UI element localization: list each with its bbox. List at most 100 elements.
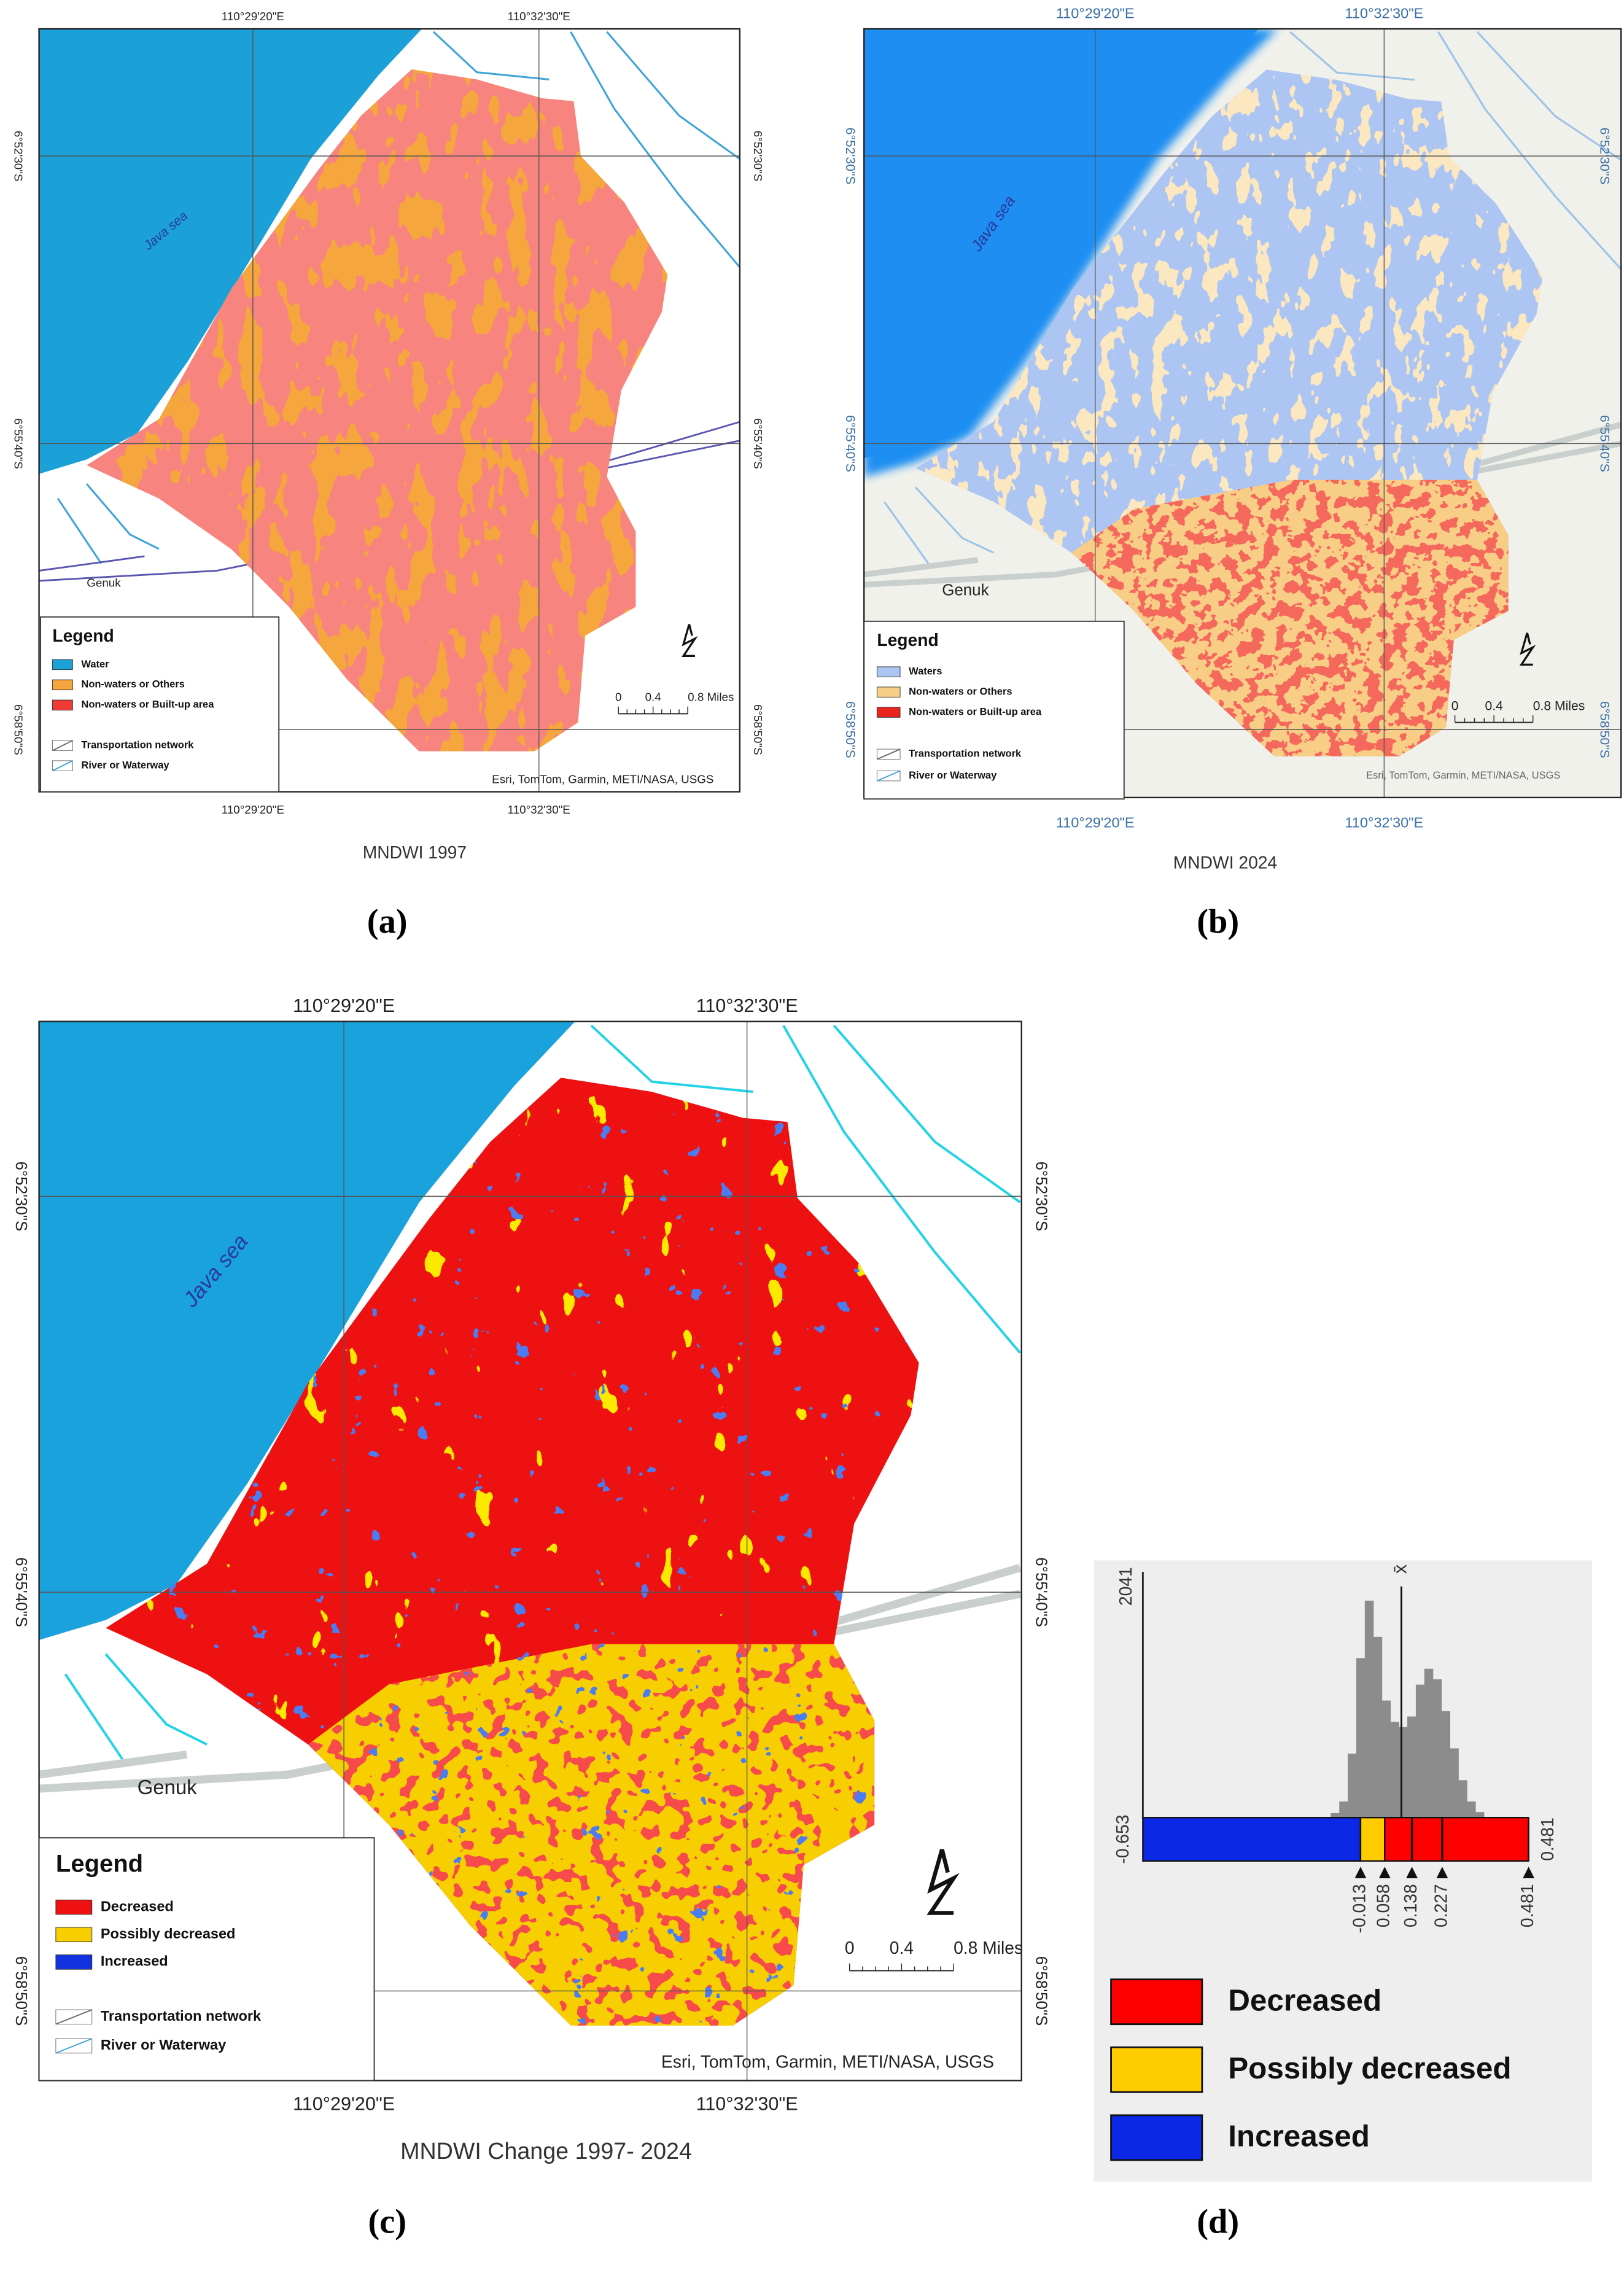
road bbox=[864, 557, 979, 578]
legend-symbol bbox=[877, 770, 901, 782]
north-arrow bbox=[681, 624, 698, 657]
lon-label: 110°29'20"E bbox=[222, 803, 284, 816]
legend-label: River or Waterway bbox=[101, 2037, 226, 2053]
lon-label: 110°32'30"E bbox=[696, 2094, 798, 2115]
lat-label: 6°58'50"S bbox=[1032, 1956, 1049, 2026]
lon-label: 110°32'30"E bbox=[696, 995, 798, 1016]
legend-title: Legend bbox=[56, 1850, 143, 1877]
map-frame bbox=[38, 1020, 1022, 2081]
legend-title: Legend bbox=[877, 630, 938, 650]
place-label: Genuk bbox=[138, 1776, 198, 1798]
lon-label: 110°29'20"E bbox=[1056, 6, 1135, 21]
histogram-bar bbox=[1441, 1711, 1451, 1818]
lat-label: 6°58'50"S bbox=[12, 1956, 29, 2026]
histogram-bar bbox=[1364, 1600, 1374, 1818]
legend-label: Transportation network bbox=[101, 2008, 262, 2024]
north-arrow bbox=[1519, 632, 1536, 666]
histogram-bar bbox=[1339, 1801, 1348, 1818]
lon-label: 110°29'20"E bbox=[293, 2094, 395, 2115]
legend-swatch bbox=[1110, 1978, 1203, 2026]
panel-label: (c) bbox=[368, 2203, 406, 2241]
river bbox=[1437, 31, 1622, 270]
map-panel: 110°29'20"E 110°29'20"E 110°32'30"E 110°32'… bbox=[843, 6, 1622, 941]
break-marker bbox=[1523, 1867, 1535, 1879]
lat-label: 6°55'40"S bbox=[1597, 415, 1611, 472]
map-panel: 110°29'20"E 110°29'20"E 110°32'30"E 110°32'… bbox=[12, 995, 1049, 2241]
legend-swatch bbox=[55, 1899, 93, 1915]
lat-label: 6°52'30"S bbox=[1032, 1162, 1049, 1232]
legend-label: Decreased bbox=[101, 1898, 174, 1914]
sea bbox=[39, 1021, 575, 1641]
legend-symbol bbox=[52, 740, 73, 752]
legend-swatch bbox=[876, 686, 901, 698]
map-caption: MNDWI 1997 bbox=[363, 842, 467, 862]
break-marker bbox=[1406, 1867, 1418, 1879]
legend-symbol bbox=[877, 748, 901, 760]
panel-label: (b) bbox=[1197, 903, 1239, 941]
break-label: 0.058 bbox=[1373, 1884, 1393, 1927]
legend-label: Transportation network bbox=[909, 748, 1022, 760]
river bbox=[590, 1024, 753, 1094]
legend-swatch bbox=[52, 699, 73, 711]
class-segment bbox=[1384, 1817, 1529, 1862]
map-frame bbox=[863, 28, 1622, 799]
histogram-bar bbox=[1424, 1668, 1434, 1818]
legend-swatch bbox=[876, 707, 901, 718]
river bbox=[606, 31, 740, 160]
river bbox=[833, 1024, 1021, 1203]
legend-swatch bbox=[1110, 2114, 1203, 2161]
scale-label: 0.4 bbox=[890, 1938, 914, 1957]
road bbox=[39, 555, 145, 572]
river bbox=[1289, 31, 1415, 81]
histogram-bar bbox=[1407, 1716, 1416, 1818]
break-label: 0.138 bbox=[1401, 1884, 1420, 1927]
histogram-panel: 2041 x̄ -0.653 0.481 -0.013 0.058 0.138 0.227 0.… bbox=[1094, 1560, 1593, 2241]
legend-swatch bbox=[55, 1954, 93, 1970]
class-segment bbox=[1359, 1817, 1386, 1862]
lat-label: 6°58'50"S bbox=[12, 704, 25, 755]
legend-label: Increased bbox=[1228, 2120, 1370, 2153]
lon-label: 110°29'20"E bbox=[293, 995, 395, 1016]
scale-label: 0 bbox=[1451, 699, 1459, 713]
lon-label: 110°29'20"E bbox=[1056, 814, 1135, 830]
break-label: 0.227 bbox=[1431, 1884, 1450, 1927]
histogram-bar bbox=[1458, 1780, 1467, 1818]
river bbox=[883, 501, 932, 568]
break-label: 0.481 bbox=[1517, 1884, 1537, 1927]
x-min-label: -0.653 bbox=[1113, 1814, 1132, 1864]
legend-box bbox=[38, 1837, 375, 2081]
lon-label: 110°29'20"E bbox=[222, 10, 284, 23]
legend-label: River or Waterway bbox=[909, 770, 997, 781]
lat-label: 6°55'40"S bbox=[843, 415, 857, 472]
map-body bbox=[39, 1021, 1022, 2081]
scale-label: 0.4 bbox=[645, 691, 661, 704]
river bbox=[432, 31, 550, 80]
scale-label: 0.8 Miles bbox=[954, 1938, 1023, 1957]
lat-label: 6°55'40"S bbox=[752, 418, 764, 469]
legend-symbol bbox=[55, 2038, 93, 2054]
lat-label: 6°55'40"S bbox=[1032, 1557, 1049, 1627]
road bbox=[39, 1750, 187, 1779]
panel-label: (a) bbox=[367, 903, 408, 941]
map-body bbox=[864, 29, 1622, 798]
legend-label: Water bbox=[81, 659, 109, 670]
lat-label: 6°52'30"S bbox=[12, 1162, 29, 1232]
break-marker bbox=[1436, 1867, 1448, 1879]
lon-label: 110°32'30"E bbox=[508, 10, 570, 23]
sea-core bbox=[864, 29, 1259, 459]
class-segment bbox=[1142, 1817, 1362, 1862]
histogram-bar bbox=[1466, 1801, 1476, 1818]
y-max-label: 2041 bbox=[1116, 1567, 1135, 1606]
legend-swatch bbox=[1110, 2046, 1203, 2093]
north-arrow bbox=[927, 1849, 960, 1915]
scale-label: 0 bbox=[615, 691, 621, 704]
histogram-bar bbox=[1450, 1748, 1459, 1818]
histogram-bar bbox=[1475, 1812, 1485, 1818]
river bbox=[86, 483, 160, 550]
lon-label: 110°32'30"E bbox=[508, 803, 570, 816]
break-label: -0.013 bbox=[1349, 1884, 1369, 1933]
legend-label: Non-waters or Others bbox=[81, 679, 184, 690]
break-marker bbox=[1354, 1867, 1367, 1879]
river bbox=[782, 1025, 1021, 1354]
